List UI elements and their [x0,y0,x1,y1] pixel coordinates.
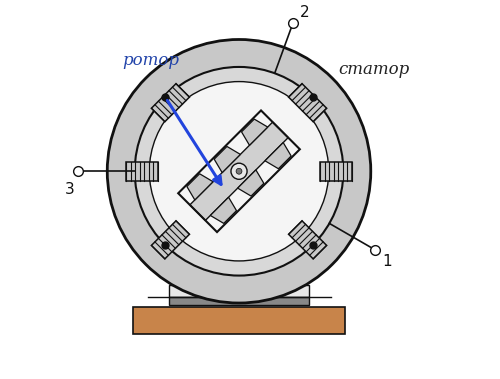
Polygon shape [190,122,288,221]
Text: статор: статор [338,61,409,78]
Polygon shape [187,174,213,200]
Polygon shape [214,146,240,172]
Text: 1: 1 [382,254,392,269]
Polygon shape [238,170,264,196]
Text: 3: 3 [65,182,75,197]
Text: 2: 2 [300,5,310,20]
Polygon shape [152,221,190,259]
Polygon shape [320,162,352,181]
FancyBboxPatch shape [170,285,308,297]
Text: ротор: ротор [122,52,179,69]
Polygon shape [210,197,236,223]
Circle shape [134,67,344,276]
Polygon shape [265,143,291,169]
Polygon shape [288,221,327,259]
Polygon shape [152,84,190,122]
Polygon shape [126,162,158,181]
Circle shape [236,168,242,174]
Circle shape [108,39,371,303]
Circle shape [231,163,247,179]
FancyBboxPatch shape [133,307,345,334]
Polygon shape [288,84,327,122]
Circle shape [150,81,328,261]
FancyBboxPatch shape [170,297,308,305]
Polygon shape [242,119,268,145]
